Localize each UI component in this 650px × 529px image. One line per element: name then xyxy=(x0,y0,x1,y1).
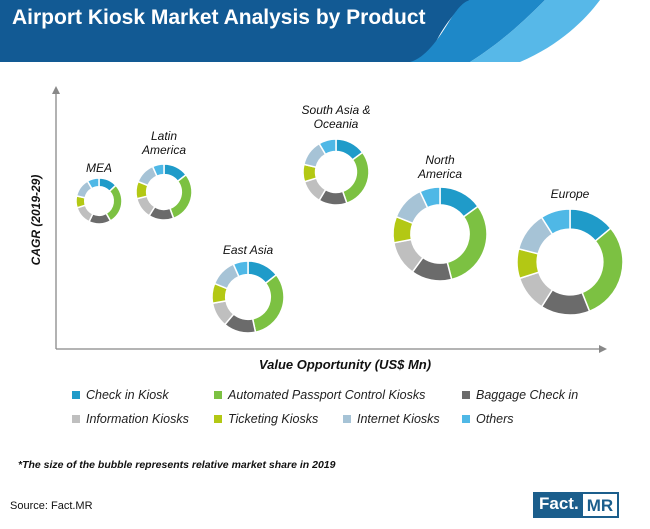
source-label: Source: xyxy=(10,500,48,512)
legend-swatch xyxy=(72,415,80,423)
donut-slice xyxy=(232,260,249,278)
legend-item-internet: Internet Kiosks xyxy=(343,412,440,426)
donut-slice xyxy=(446,205,488,281)
legend-swatch xyxy=(343,415,351,423)
factmr-logo: Fact. MR xyxy=(533,492,620,518)
footnote: *The size of the bubble represents relat… xyxy=(18,459,336,471)
legend-label: Information Kiosks xyxy=(86,412,189,426)
y-axis-label: CAGR (2019-29) xyxy=(29,175,43,266)
legend: Check in Kiosk Automated Passport Contro… xyxy=(0,388,650,436)
bubble-chart: Value Opportunity (US$ Mn) CAGR (2019-29… xyxy=(29,86,624,372)
donut-slice xyxy=(86,177,100,190)
legend-swatch xyxy=(214,415,222,423)
x-axis-arrow xyxy=(599,345,607,353)
source-line: Source: Fact.MR xyxy=(10,500,93,512)
legend-label: Ticketing Kiosks xyxy=(228,412,319,426)
region-label: America xyxy=(141,143,186,157)
region-label: Europe xyxy=(551,187,590,201)
region-label: North xyxy=(425,153,455,167)
header-shapes xyxy=(0,0,600,62)
legend-item-baggage: Baggage Check in xyxy=(462,388,578,402)
donut-slice xyxy=(341,151,370,205)
region-label: Latin xyxy=(151,129,177,143)
header-banner: Airport Kiosk Market Analysis by Product xyxy=(0,0,650,62)
region-label: MEA xyxy=(86,161,112,175)
donut-slice xyxy=(318,138,337,156)
legend-swatch xyxy=(72,391,80,399)
legend-swatch xyxy=(214,391,222,399)
page-title: Airport Kiosk Market Analysis by Product xyxy=(12,6,426,29)
legend-label: Check in Kiosk xyxy=(86,388,169,402)
legend-swatch xyxy=(462,415,470,423)
x-axis-label: Value Opportunity (US$ Mn) xyxy=(259,357,431,372)
donut-slice xyxy=(168,173,193,220)
donut-slice xyxy=(418,186,441,209)
legend-item-information: Information Kiosks xyxy=(72,412,189,426)
legend-label: Baggage Check in xyxy=(476,388,579,402)
legend-item-ticketing: Ticketing Kiosks xyxy=(214,412,318,426)
legend-item-check-in-kiosk: Check in Kiosk xyxy=(72,388,169,402)
legend-swatch xyxy=(462,391,470,399)
donut-slice xyxy=(151,163,165,178)
region-label: East Asia xyxy=(223,243,274,257)
logo-part1: Fact. xyxy=(533,492,583,518)
donut-slice xyxy=(540,208,571,236)
legend-label: Internet Kiosks xyxy=(357,412,440,426)
region-label: America xyxy=(417,167,462,181)
region-label: Oceania xyxy=(314,117,359,131)
legend-item-automated-passport: Automated Passport Control Kiosks xyxy=(214,388,425,402)
y-axis-arrow xyxy=(52,86,60,94)
legend-label: Automated Passport Control Kiosks xyxy=(228,388,426,402)
logo-part2: MR xyxy=(582,492,620,518)
region-label: South Asia & xyxy=(302,103,371,117)
legend-item-others: Others xyxy=(462,412,514,426)
donut-slice xyxy=(251,273,285,334)
legend-label: Others xyxy=(476,412,514,426)
donut-slice xyxy=(581,227,624,313)
source-value: Fact.MR xyxy=(50,500,93,512)
